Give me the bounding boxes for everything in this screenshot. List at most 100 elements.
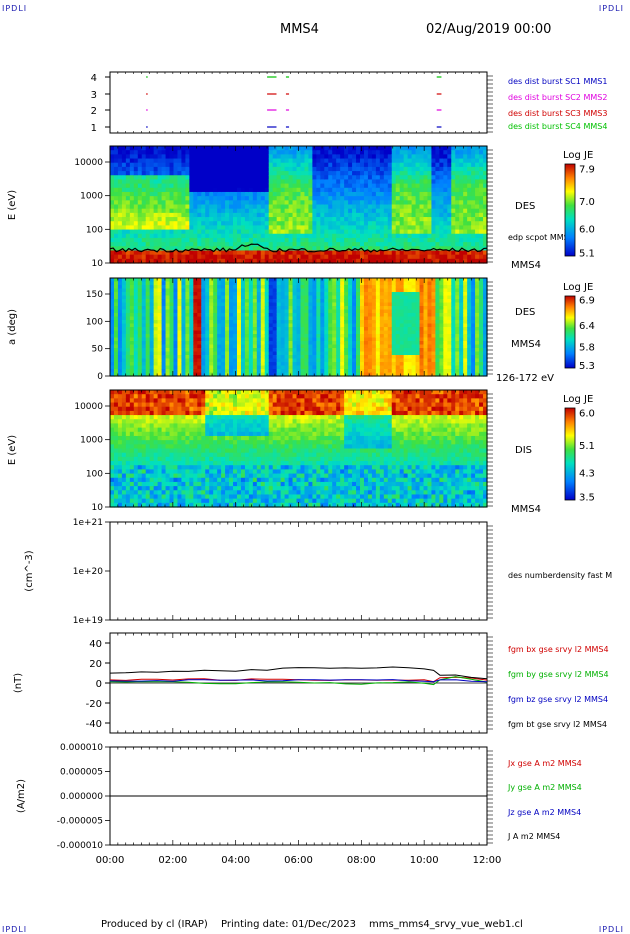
des-energy-cell xyxy=(173,187,179,193)
des-pitch-cell xyxy=(292,320,298,325)
des-pitch-cell xyxy=(276,320,282,325)
des-energy-cell xyxy=(371,225,377,231)
des-pitch-cell xyxy=(356,337,361,342)
burst-legend-entry: des dist burst SC3 MMS3 xyxy=(508,109,607,118)
des-energy-cell xyxy=(324,217,329,222)
des-pitch-cell xyxy=(125,355,131,360)
des-energy-cell xyxy=(316,150,321,155)
des-pitch-cell xyxy=(244,358,250,363)
des-pitch-cell xyxy=(197,330,202,335)
des-pitch-cell xyxy=(336,316,341,321)
des-energy-cell xyxy=(229,246,234,252)
des-energy-cell xyxy=(268,212,274,218)
des-pitch-cell xyxy=(371,355,377,360)
des-energy-cell xyxy=(276,242,282,247)
des-pitch-cell xyxy=(244,351,250,356)
des-energy-cell xyxy=(387,237,393,243)
des-pitch-cell xyxy=(229,341,234,346)
des-energy-cell xyxy=(121,146,127,151)
des-energy-cell xyxy=(419,166,425,172)
des-energy-cell xyxy=(209,154,214,160)
des-energy-cell xyxy=(272,158,278,164)
des-energy-cell xyxy=(324,237,329,243)
des-energy-cell xyxy=(229,233,234,239)
des-energy-cell xyxy=(336,237,341,243)
des-energy-cell xyxy=(363,208,369,214)
des-energy-cell xyxy=(169,258,175,264)
des-pitch-cell xyxy=(320,306,325,311)
des-energy-cell xyxy=(360,187,365,193)
des-energy-cell xyxy=(260,200,266,206)
des-pitch-cell xyxy=(153,341,159,346)
des-pitch-cell xyxy=(185,372,190,377)
des-energy-cell xyxy=(395,221,401,226)
des-energy-cell xyxy=(225,221,230,226)
des-energy-cell xyxy=(451,229,456,235)
des-energy-cell xyxy=(352,208,357,214)
des-energy-cell xyxy=(423,171,429,176)
des-pitch-cell xyxy=(367,334,373,339)
des-pitch-cell xyxy=(252,362,258,367)
des-energy-cell xyxy=(332,250,337,256)
des-energy-cell xyxy=(403,183,409,189)
des-energy-cell xyxy=(280,175,286,181)
des-energy-cell xyxy=(455,150,460,155)
des-pitch-cell xyxy=(201,281,206,286)
des-energy-cell xyxy=(407,191,413,197)
des-energy-cell xyxy=(332,150,337,155)
des-pitch-cell xyxy=(153,288,159,293)
des-pitch-cell xyxy=(229,281,234,286)
des-energy-cell xyxy=(233,250,238,256)
des-pitch-cell xyxy=(125,320,131,325)
des-energy-cell xyxy=(352,254,357,260)
des-pitch-cell xyxy=(300,292,306,297)
des-pitch-cell xyxy=(292,309,298,314)
des-pitch-cell xyxy=(375,334,381,339)
des-pitch-cell xyxy=(312,285,317,290)
des-energy-cell xyxy=(244,204,250,210)
des-energy-cell xyxy=(268,150,274,155)
des-energy-cell xyxy=(205,229,210,235)
des-pitch-cell xyxy=(129,309,135,314)
des-pitch-cell xyxy=(352,295,357,300)
des-energy-cell xyxy=(276,225,282,231)
des-pitch-cell xyxy=(197,369,202,374)
des-pitch-cell xyxy=(256,295,262,300)
des-energy-cell xyxy=(304,246,310,252)
des-energy-cell xyxy=(363,204,369,210)
des-energy-cell xyxy=(383,158,389,164)
des-pitch-cell xyxy=(117,348,123,353)
des-pitch-cell xyxy=(169,344,175,349)
des-energy-cell xyxy=(141,250,147,256)
des-energy-cell xyxy=(213,208,218,214)
des-energy-cell xyxy=(141,158,147,164)
des-energy-cell xyxy=(423,200,429,206)
des-energy-cell xyxy=(340,212,345,218)
des-energy-cell xyxy=(213,217,218,222)
des-energy-cell xyxy=(177,204,183,210)
des-pitch-cell xyxy=(375,337,381,342)
des-energy-cell xyxy=(260,237,266,243)
des-pitch-cell xyxy=(268,299,274,304)
des-pitch-cell xyxy=(336,288,341,293)
des-pitch-cell xyxy=(260,323,266,328)
des-energy-cell xyxy=(268,237,274,243)
des-pitch-cell xyxy=(197,341,202,346)
des-energy-cell xyxy=(268,233,274,239)
des-pitch-cell xyxy=(110,369,115,374)
des-pitch-cell xyxy=(248,313,254,318)
des-pitch-cell xyxy=(213,341,218,346)
des-energy-cell xyxy=(161,233,167,239)
des-energy-cell xyxy=(252,233,258,239)
des-energy-cell xyxy=(447,212,452,218)
des-energy-cell xyxy=(153,150,159,155)
des-energy-cell xyxy=(181,158,186,164)
des-pitch-cell xyxy=(312,309,317,314)
des-pitch-cell xyxy=(352,278,357,283)
des-energy-cell xyxy=(431,162,437,168)
des-energy-cell xyxy=(236,237,242,243)
des-pitch-cell xyxy=(177,369,183,374)
des-energy-cell xyxy=(332,158,337,164)
des-energy-cell xyxy=(256,162,262,168)
des-energy-cell xyxy=(225,150,230,155)
